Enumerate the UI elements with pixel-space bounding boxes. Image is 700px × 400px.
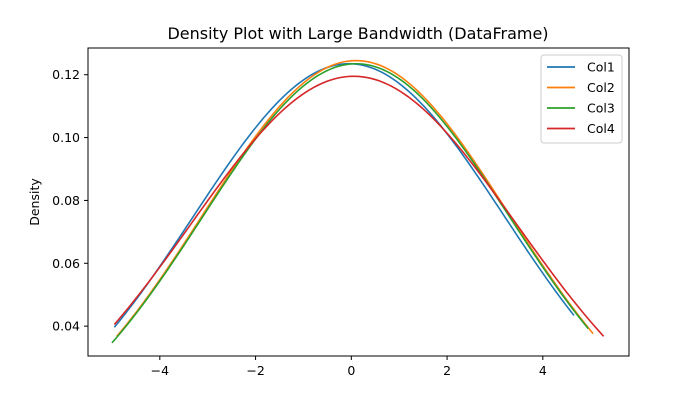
x-tick-label: 4 bbox=[539, 363, 547, 378]
series-line-col2 bbox=[116, 59, 594, 337]
chart-title: Density Plot with Large Bandwidth (DataF… bbox=[167, 24, 548, 43]
plot-lines bbox=[111, 59, 605, 344]
y-axis-label: Density bbox=[27, 178, 42, 226]
x-tick-label: −2 bbox=[246, 363, 264, 378]
legend: Col1 Col2 Col3 Col4 bbox=[540, 54, 623, 144]
y-tick-label: 0.06 bbox=[52, 256, 80, 271]
x-tick-label: 0 bbox=[347, 363, 355, 378]
y-tick-label: 0.10 bbox=[52, 130, 80, 145]
legend-label-col4: Col4 bbox=[587, 121, 615, 136]
y-axis: 0.04 0.06 0.08 0.10 0.12 bbox=[52, 67, 88, 334]
x-tick-label: −4 bbox=[151, 363, 169, 378]
legend-label-col2: Col2 bbox=[587, 80, 615, 95]
y-tick-label: 0.12 bbox=[52, 67, 80, 82]
x-tick-label: 2 bbox=[443, 363, 451, 378]
y-tick-label: 0.08 bbox=[52, 193, 80, 208]
series-line-col1 bbox=[113, 62, 575, 328]
x-axis: −4 −2 0 2 4 bbox=[151, 356, 547, 378]
series-line-col3 bbox=[111, 62, 589, 344]
legend-label-col3: Col3 bbox=[587, 101, 615, 116]
legend-label-col1: Col1 bbox=[587, 60, 615, 75]
axes-frame bbox=[87, 47, 630, 357]
legend-box bbox=[540, 54, 623, 144]
y-tick-label: 0.04 bbox=[52, 319, 80, 334]
series-line-col4 bbox=[113, 75, 605, 337]
